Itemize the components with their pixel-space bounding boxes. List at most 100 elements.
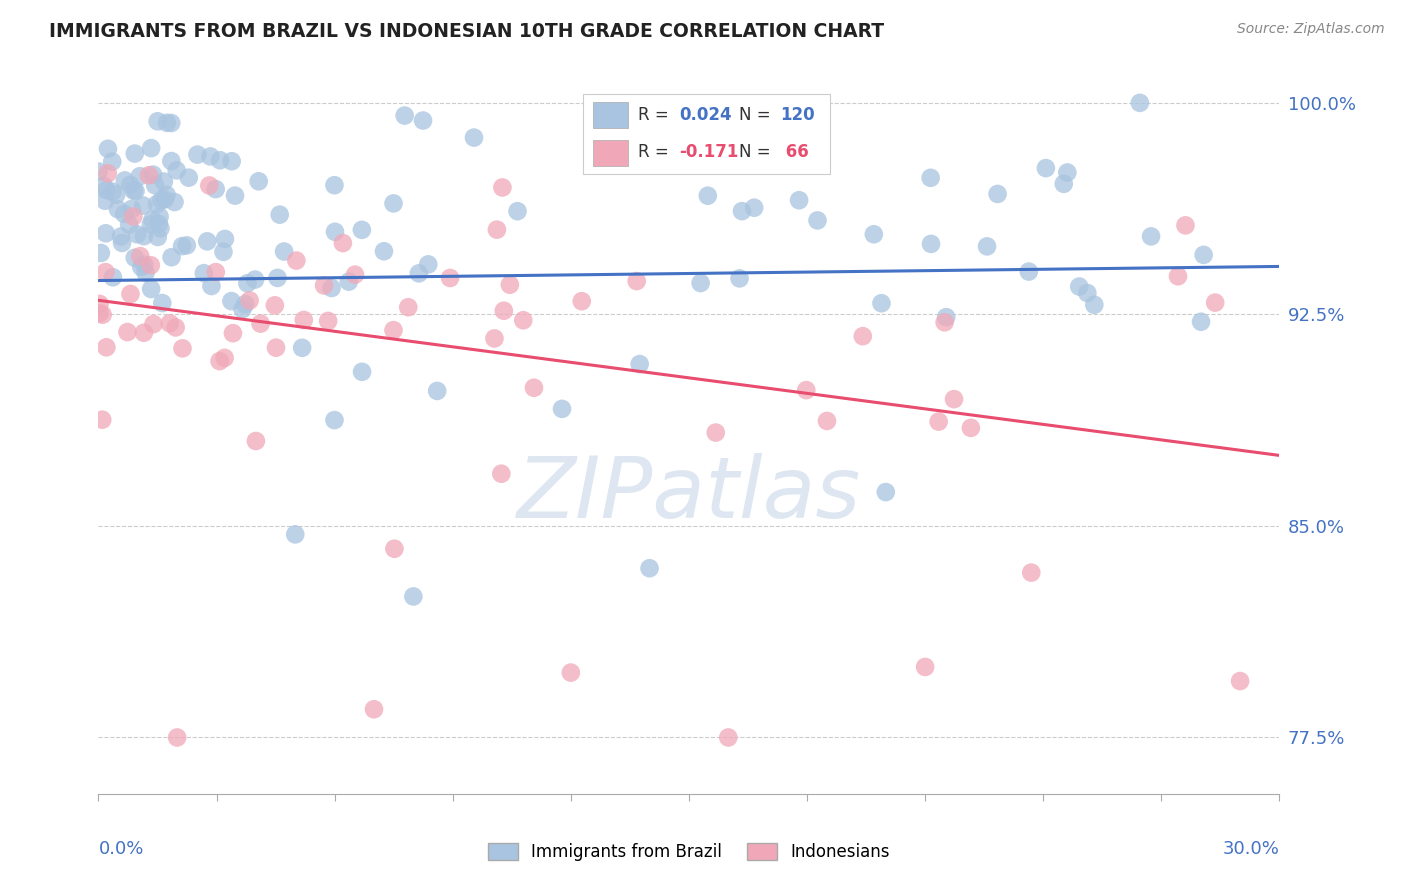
Point <box>742 201 765 215</box>
Point <box>110 229 132 244</box>
Point <box>97 142 120 156</box>
Point <box>214 351 236 365</box>
Point <box>920 170 942 185</box>
Point <box>177 170 200 185</box>
Point <box>163 195 186 210</box>
Point <box>626 274 648 288</box>
Point <box>160 154 183 169</box>
Point <box>208 354 231 368</box>
Point <box>273 244 295 259</box>
Text: N =: N = <box>738 106 775 124</box>
Point <box>332 235 354 250</box>
Point <box>239 293 262 308</box>
Point <box>928 415 950 429</box>
Point <box>1018 264 1040 278</box>
Point <box>1083 298 1105 312</box>
Point <box>373 244 395 259</box>
Point <box>209 153 232 168</box>
Point <box>193 266 215 280</box>
Point <box>214 232 236 246</box>
Point <box>200 149 222 163</box>
Point <box>176 238 198 252</box>
Point <box>198 178 221 193</box>
Point <box>141 212 163 227</box>
Point <box>269 208 291 222</box>
Point <box>139 217 162 231</box>
Point <box>935 310 957 325</box>
Point <box>934 315 956 329</box>
Text: R =: R = <box>638 106 673 124</box>
Point <box>264 341 287 355</box>
Point <box>249 317 271 331</box>
Legend: Immigrants from Brazil, Indonesians: Immigrants from Brazil, Indonesians <box>481 836 897 868</box>
Point <box>1053 177 1076 191</box>
Point <box>512 313 534 327</box>
Point <box>124 184 146 198</box>
FancyBboxPatch shape <box>593 140 627 166</box>
Point <box>160 250 183 264</box>
Point <box>166 163 188 178</box>
Point <box>221 154 243 169</box>
Point <box>97 166 120 180</box>
Point <box>159 316 181 330</box>
Point <box>571 294 593 309</box>
Point <box>172 239 194 253</box>
Point <box>150 194 173 208</box>
Point <box>224 188 246 202</box>
Point <box>142 168 165 182</box>
Point <box>1192 248 1215 262</box>
Point <box>221 294 243 309</box>
Point <box>976 239 998 253</box>
Point <box>439 271 461 285</box>
Point <box>94 265 117 279</box>
Point <box>107 202 129 217</box>
Point <box>1204 295 1226 310</box>
Text: -0.171: -0.171 <box>679 144 738 161</box>
Point <box>120 287 142 301</box>
Text: Source: ZipAtlas.com: Source: ZipAtlas.com <box>1237 22 1385 37</box>
Point <box>141 282 163 296</box>
Point <box>1140 229 1163 244</box>
Text: 0.024: 0.024 <box>679 106 733 124</box>
Point <box>125 227 148 242</box>
Point <box>484 331 506 345</box>
Point <box>291 341 314 355</box>
Point <box>121 202 143 216</box>
Point <box>1229 674 1251 689</box>
Point <box>363 702 385 716</box>
Point <box>153 193 176 207</box>
Point <box>1129 95 1152 110</box>
Point <box>323 413 346 427</box>
Point <box>117 325 139 339</box>
Point <box>408 266 430 280</box>
Point <box>337 275 360 289</box>
Point <box>160 116 183 130</box>
Point <box>111 235 134 250</box>
Point <box>94 194 117 208</box>
Point <box>105 187 128 202</box>
Point <box>382 323 405 337</box>
Point <box>689 276 711 290</box>
Point <box>195 235 218 249</box>
Point <box>149 210 172 224</box>
Point <box>323 178 346 193</box>
Point <box>870 296 893 310</box>
FancyBboxPatch shape <box>583 94 830 174</box>
Point <box>316 314 339 328</box>
Point <box>186 147 208 161</box>
Text: 66: 66 <box>780 144 808 161</box>
Point <box>920 236 942 251</box>
Point <box>132 326 155 340</box>
Point <box>384 541 406 556</box>
Point <box>212 244 235 259</box>
Point <box>806 213 828 227</box>
Point <box>135 266 157 280</box>
Point <box>156 187 179 202</box>
Point <box>717 731 740 745</box>
Point <box>200 279 222 293</box>
Point <box>142 317 165 331</box>
Point <box>148 217 170 231</box>
Point <box>129 260 152 274</box>
Point <box>153 175 176 189</box>
Point <box>704 425 727 440</box>
